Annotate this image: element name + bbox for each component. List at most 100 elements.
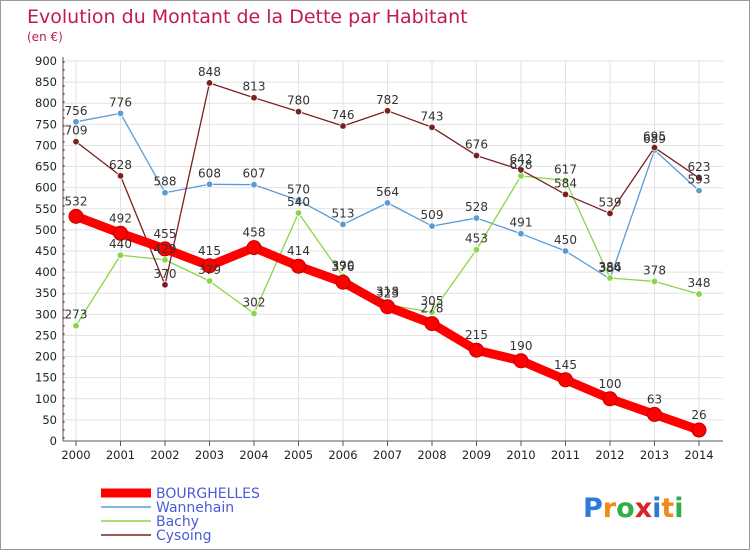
data-label-cysoing: 743 — [421, 109, 444, 123]
data-point-cysoing — [294, 107, 303, 116]
proxiti-logo-letter: i — [652, 493, 661, 524]
y-tick-label: 0 — [50, 434, 57, 448]
x-tick-label: 2010 — [506, 448, 535, 462]
y-tick-label: 850 — [35, 75, 57, 89]
y-tick-label: 350 — [35, 286, 57, 300]
data-label-wannehain: 689 — [643, 132, 666, 146]
data-label-wannehain: 564 — [376, 185, 399, 199]
proxiti-logo: Proxiti — [583, 493, 684, 524]
y-tick-label: 900 — [35, 54, 57, 68]
data-point-bourghelles — [424, 316, 440, 332]
x-tick-label: 2012 — [595, 448, 624, 462]
data-label-bachy: 323 — [376, 287, 399, 301]
y-tick-label: 700 — [35, 138, 57, 152]
data-label-cysoing: 813 — [243, 80, 266, 94]
data-point-bachy — [561, 176, 570, 185]
data-point-bourghelles — [647, 406, 662, 422]
chart-subtitle: (en €) — [27, 30, 63, 44]
data-label-bachy: 429 — [154, 242, 177, 256]
data-label-cysoing: 695 — [643, 130, 666, 144]
data-point-cysoing — [161, 281, 169, 289]
proxiti-logo-letter: r — [603, 493, 617, 524]
data-point-bourghelles — [469, 342, 484, 358]
y-tick-label: 100 — [35, 392, 57, 406]
data-label-cysoing: 746 — [332, 108, 355, 122]
data-point-wannehain — [517, 229, 525, 238]
data-point-bourghelles — [202, 258, 217, 274]
y-tick-label: 50 — [42, 413, 57, 427]
data-label-bourghelles: 63 — [647, 392, 662, 406]
data-label-wannehain: 509 — [421, 208, 444, 222]
data-label-bachy: 390 — [332, 258, 355, 272]
data-point-bachy — [250, 309, 258, 318]
data-label-bourghelles: 278 — [421, 302, 444, 316]
x-tick-label: 2013 — [640, 448, 669, 462]
x-tick-label: 2003 — [195, 448, 224, 462]
data-point-bachy — [606, 274, 614, 282]
data-label-wannehain: 776 — [109, 95, 132, 109]
data-label-cysoing: 676 — [465, 138, 488, 152]
y-tick-label: 550 — [35, 202, 57, 216]
data-label-cysoing: 628 — [109, 158, 132, 172]
y-tick-label: 650 — [35, 160, 57, 174]
data-label-wannehain: 570 — [287, 182, 310, 196]
data-label-cysoing: 709 — [65, 124, 88, 138]
data-point-bourghelles — [68, 208, 84, 224]
x-tick-label: 2000 — [61, 448, 90, 462]
data-point-bachy — [294, 209, 303, 217]
data-point-cysoing — [72, 137, 80, 146]
data-point-wannehain — [116, 109, 125, 118]
data-label-cysoing: 642 — [510, 152, 533, 166]
legend-label-wannehain: Wannehain — [156, 500, 234, 516]
data-label-bachy: 540 — [287, 195, 310, 209]
data-label-bachy: 386 — [599, 260, 622, 274]
data-label-bachy: 302 — [243, 295, 266, 309]
x-tick-label: 2004 — [239, 448, 268, 462]
data-label-wannehain: 384 — [599, 261, 622, 275]
data-point-bourghelles — [602, 391, 618, 407]
proxiti-logo-letter: x — [635, 493, 652, 524]
data-label-wannehain: 588 — [154, 175, 177, 189]
data-label-cysoing: 782 — [376, 93, 399, 107]
data-label-bourghelles: 26 — [691, 408, 706, 422]
data-point-wannehain — [428, 222, 436, 230]
y-tick-label: 500 — [35, 223, 57, 237]
y-tick-label: 750 — [35, 117, 57, 131]
data-point-wannehain — [339, 220, 347, 229]
data-label-bourghelles: 376 — [332, 260, 355, 274]
data-label-cysoing: 623 — [688, 160, 711, 174]
data-label-bachy: 348 — [688, 276, 711, 290]
proxiti-logo-text: Proxiti — [583, 493, 684, 524]
data-label-bourghelles: 318 — [376, 285, 399, 299]
grid — [63, 60, 723, 442]
data-point-cysoing — [205, 79, 214, 87]
data-label-cysoing: 584 — [554, 176, 577, 190]
data-point-wannehain — [250, 181, 258, 189]
data-point-cysoing — [383, 107, 392, 115]
data-point-cysoing — [517, 166, 525, 174]
data-label-wannehain: 450 — [554, 233, 577, 247]
data-point-bourghelles — [113, 225, 128, 241]
data-point-bachy — [72, 322, 80, 330]
data-point-bourghelles — [513, 353, 529, 369]
data-label-bachy: 440 — [109, 237, 132, 251]
data-label-wannehain: 607 — [243, 167, 266, 181]
y-tick-label: 300 — [35, 307, 57, 321]
data-label-cysoing: 848 — [198, 65, 221, 79]
y-tick-label: 450 — [35, 244, 57, 258]
data-label-bachy: 453 — [465, 232, 488, 246]
data-label-bachy: 305 — [421, 294, 444, 308]
y-tick-label: 200 — [35, 350, 57, 364]
x-tick-label: 2005 — [284, 448, 313, 462]
series-layer — [68, 79, 707, 438]
proxiti-logo-letter: P — [583, 493, 603, 524]
data-label-bourghelles: 455 — [154, 227, 177, 241]
y-tick-label: 800 — [35, 96, 57, 110]
data-label-cysoing: 780 — [287, 94, 310, 108]
data-point-wannehain — [205, 180, 214, 188]
proxiti-logo-letter: i — [674, 493, 683, 524]
data-label-cysoing: 370 — [154, 267, 177, 281]
proxiti-logo-letter: t — [661, 493, 674, 524]
